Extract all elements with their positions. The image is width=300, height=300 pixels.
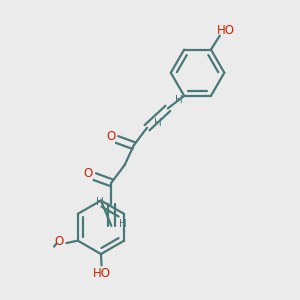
Text: HO: HO bbox=[217, 24, 235, 37]
Text: H: H bbox=[96, 197, 104, 207]
Text: O: O bbox=[106, 130, 116, 142]
Text: O: O bbox=[54, 235, 63, 248]
Text: O: O bbox=[84, 167, 93, 180]
Text: H: H bbox=[119, 219, 127, 229]
Text: H: H bbox=[154, 118, 162, 128]
Text: H: H bbox=[175, 95, 183, 105]
Text: HO: HO bbox=[93, 267, 111, 280]
